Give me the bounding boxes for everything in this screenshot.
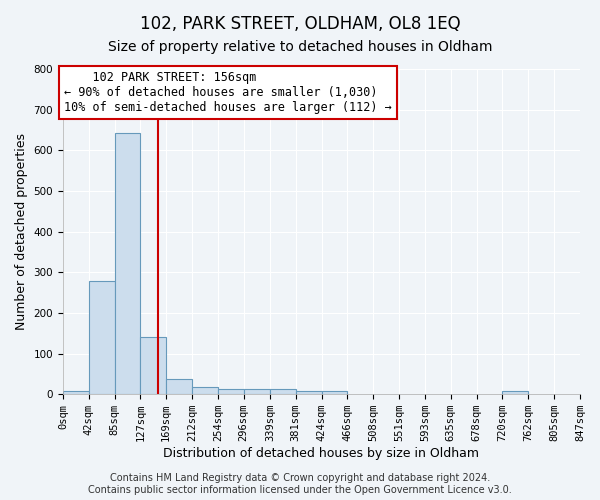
Bar [218, 390, 244, 394]
Bar [322, 391, 347, 394]
Bar [140, 338, 166, 394]
Bar [63, 391, 89, 394]
Text: 102, PARK STREET, OLDHAM, OL8 1EQ: 102, PARK STREET, OLDHAM, OL8 1EQ [140, 15, 460, 33]
Y-axis label: Number of detached properties: Number of detached properties [15, 133, 28, 330]
Text: Size of property relative to detached houses in Oldham: Size of property relative to detached ho… [108, 40, 492, 54]
Bar [270, 390, 296, 394]
Text: 102 PARK STREET: 156sqm
← 90% of detached houses are smaller (1,030)
10% of semi: 102 PARK STREET: 156sqm ← 90% of detache… [64, 71, 392, 114]
Bar [296, 391, 322, 394]
Bar [166, 379, 193, 394]
Bar [89, 281, 115, 394]
Bar [502, 391, 528, 394]
Text: Contains HM Land Registry data © Crown copyright and database right 2024.
Contai: Contains HM Land Registry data © Crown c… [88, 474, 512, 495]
Bar [244, 390, 270, 394]
Bar [193, 387, 218, 394]
Bar [115, 133, 140, 394]
X-axis label: Distribution of detached houses by size in Oldham: Distribution of detached houses by size … [163, 447, 479, 460]
